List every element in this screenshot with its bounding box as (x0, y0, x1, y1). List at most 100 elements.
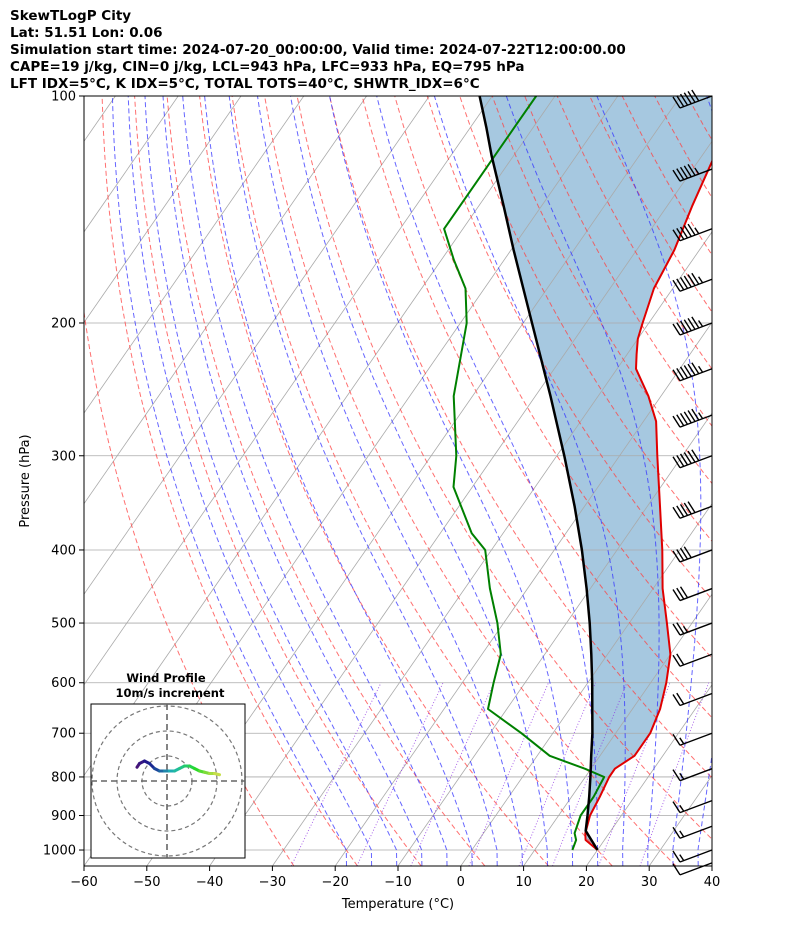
x-tick-label: −50 (133, 875, 160, 890)
moist-adiabat (127, 96, 373, 866)
moist-adiabat (111, 96, 347, 866)
wind-barb (672, 408, 713, 428)
isotherm-line (334, 321, 712, 866)
y-tick-label: 200 (51, 316, 76, 331)
moist-adiabat (257, 96, 523, 866)
wind-barb (672, 501, 713, 519)
y-tick-label: 800 (51, 770, 76, 785)
wind-barb (672, 223, 713, 242)
y-tick-label: 900 (51, 809, 76, 824)
mixing-ratio-line (290, 682, 382, 866)
y-tick-label: 400 (51, 543, 76, 558)
isotherm-line (84, 96, 430, 595)
x-tick-label: 10 (515, 875, 532, 890)
wind-barb (672, 825, 713, 839)
hodograph-subtitle: 10m/s increment (116, 686, 225, 700)
wind-barb (672, 622, 713, 636)
isotherm-line (711, 865, 712, 866)
dry-adiabat (231, 96, 613, 866)
dry-adiabat (491, 96, 712, 485)
wind-barb (672, 89, 713, 109)
wind-barb (672, 272, 713, 292)
isotherm-line (84, 96, 367, 505)
x-tick-label: 20 (578, 875, 595, 890)
moist-adiabat (376, 96, 599, 866)
y-tick-label: 1000 (43, 844, 76, 859)
wind-barb (672, 799, 713, 814)
location-line: Lat: 51.51 Lon: 0.06 (10, 25, 163, 41)
x-axis-label: Temperature (°C) (341, 897, 454, 912)
hodograph-title: Wind Profile (126, 671, 206, 685)
isotherm-line (272, 231, 712, 866)
x-tick-label: −20 (321, 875, 348, 890)
mixing-ratio-line (356, 682, 444, 866)
index-line: LFT IDX=5°C, K IDX=5°C, TOTAL TOTS=40°C,… (10, 76, 480, 92)
x-tick-label: −10 (384, 875, 411, 890)
mixing-ratio-line (468, 682, 549, 866)
dry-adiabat (134, 96, 422, 866)
y-tick-label: 700 (51, 727, 76, 742)
time-line: Simulation start time: 2024-07-20_00:00:… (10, 42, 626, 58)
wind-barb (672, 862, 713, 876)
moist-adiabat (596, 96, 702, 866)
x-tick-label: −60 (70, 875, 97, 890)
isotherm-line (84, 96, 493, 686)
isotherm-line (84, 96, 242, 324)
dewpoint-profile (443, 96, 606, 851)
mixing-ratio-line (410, 682, 495, 866)
cape-area (479, 96, 712, 850)
dry-adiabat (459, 96, 712, 543)
cape-line: CAPE=19 j/kg, CIN=0 j/kg, LCL=943 hPa, L… (10, 59, 525, 75)
x-tick-label: 30 (641, 875, 658, 890)
chart-title: SkewTLogP City (10, 8, 132, 24)
isotherm-line (460, 502, 712, 866)
y-tick-label: 600 (51, 676, 76, 691)
wind-barb (672, 692, 713, 707)
wind-barb (672, 316, 713, 336)
mixing-ratio-line (639, 682, 710, 866)
wind-barb (672, 849, 713, 863)
dry-adiabat (166, 96, 486, 866)
x-tick-label: −30 (259, 875, 286, 890)
mixing-ratio-line (552, 682, 628, 866)
dry-adiabat (785, 96, 794, 866)
mixing-ratio-line (518, 682, 596, 866)
dry-adiabat (199, 96, 549, 866)
wind-barb (672, 164, 713, 182)
moist-adiabat (162, 96, 423, 866)
y-axis-label: Pressure (hPa) (18, 434, 33, 527)
moist-adiabat (697, 96, 712, 866)
wind-barb (672, 546, 713, 563)
dry-adiabat (329, 96, 712, 779)
dry-adiabat (296, 96, 712, 840)
wind-barb (672, 586, 713, 602)
moist-adiabat (228, 96, 498, 866)
isotherm-line (84, 96, 305, 414)
dry-adiabat (720, 96, 794, 866)
wind-barb (672, 768, 713, 782)
mixing-ratio-line (598, 682, 671, 866)
dry-adiabat (426, 96, 712, 601)
wind-barb (672, 732, 713, 746)
moist-adiabat (505, 96, 660, 866)
moist-adiabat (182, 96, 448, 866)
y-tick-label: 500 (51, 617, 76, 632)
dry-adiabat (101, 96, 358, 866)
moist-adiabat (290, 96, 548, 866)
isotherm-line (523, 593, 712, 866)
chart-title-block: SkewTLogP City Lat: 51.51 Lon: 0.06 Simu… (10, 8, 626, 93)
temperature-profile (584, 159, 712, 851)
wind-barb (672, 653, 713, 667)
dry-adiabat (752, 96, 794, 866)
moist-adiabat (329, 96, 574, 866)
y-tick-label: 300 (51, 449, 76, 464)
x-tick-label: −40 (196, 875, 223, 890)
wind-barb (672, 449, 713, 469)
dry-adiabat (84, 308, 295, 866)
x-tick-label: 0 (457, 875, 465, 890)
hodograph-segment (213, 772, 221, 777)
isotherm-line (84, 96, 179, 233)
y-tick-label: 100 (51, 90, 76, 105)
moist-adiabat (204, 96, 473, 866)
